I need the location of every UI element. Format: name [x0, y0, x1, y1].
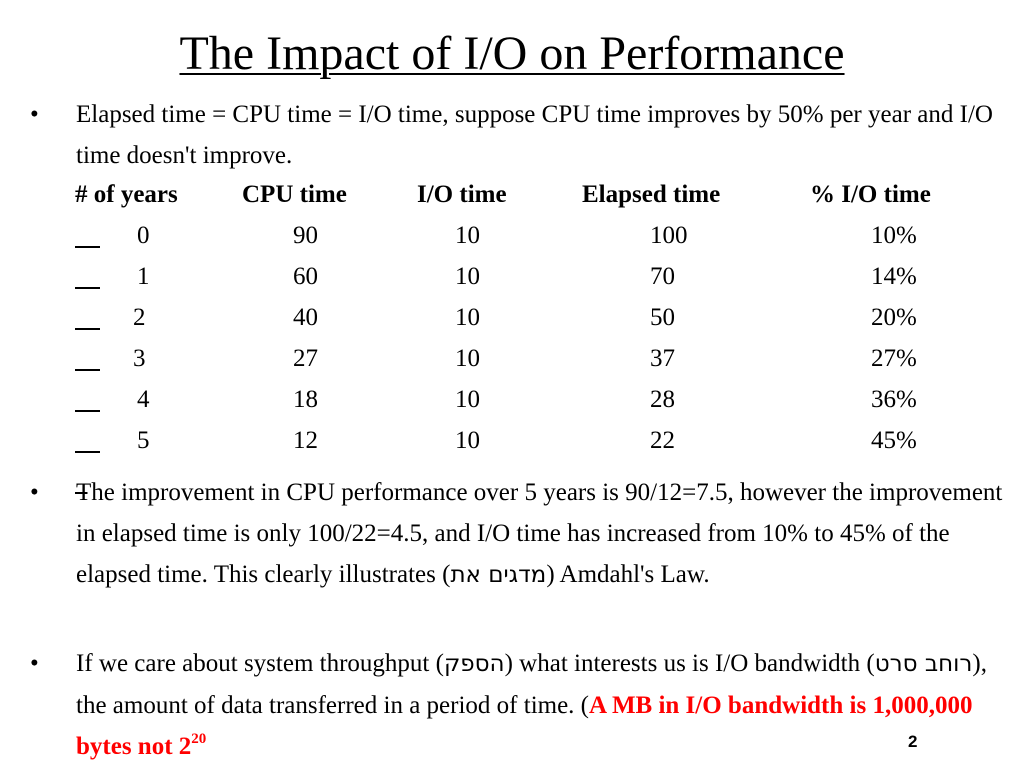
cell-pct-io-time: 27% [871, 345, 917, 372]
cell-years: 2 [133, 304, 146, 331]
cell-cpu-time: 90 [293, 222, 318, 249]
bullet-elapsed-time: • Elapsed time = CPU time = I/O time, su… [30, 94, 1010, 176]
bullet-dot-icon: • [30, 650, 39, 677]
bullet-text: Elapsed time = CPU time = I/O time, supp… [76, 101, 993, 169]
emphasis-main: A MB in I/O bandwidth is 1,000,000 bytes… [76, 692, 973, 760]
cell-pct-io-time: 10% [871, 222, 917, 249]
cell-pct-io-time: 14% [871, 263, 917, 290]
table-row: 4 18 10 28 36% [0, 379, 1024, 420]
table-row: 2 40 10 50 20% [0, 297, 1024, 338]
cell-elapsed-time: 28 [650, 386, 675, 413]
bullet-text-part: ) Amdahl's Law. [546, 561, 710, 588]
header-cpu-time: CPU time [242, 181, 347, 208]
cell-io-time: 10 [455, 263, 480, 290]
cell-elapsed-time: 37 [650, 345, 675, 372]
cell-years: 0 [137, 222, 150, 249]
bullet-dot-icon: • [30, 101, 39, 128]
cell-years: 4 [137, 386, 150, 413]
bullet-text: If we care about system throughput (הספק… [76, 643, 1010, 767]
cell-years: 1 [137, 263, 150, 290]
cell-elapsed-time: 50 [650, 304, 675, 331]
cell-years: 3 [133, 345, 146, 372]
cell-cpu-time: 27 [293, 345, 318, 372]
bullet-text-part: If we care about system throughput ( [76, 650, 444, 677]
hebrew-term-throughput: הספק [443, 651, 505, 677]
bullet-throughput: • If we care about system throughput (הס… [30, 643, 1010, 767]
cell-cpu-time: 60 [293, 263, 318, 290]
cell-cpu-time: 40 [293, 304, 318, 331]
hebrew-term-bandwidth: רוחב סרט [874, 651, 973, 677]
emphasis-exponent: 20 [191, 730, 207, 747]
cell-pct-io-time: 45% [871, 427, 917, 454]
header-years: # of years [75, 181, 178, 208]
table-header: # of years CPU time I/O time Elapsed tim… [75, 174, 931, 215]
cell-elapsed-time: 22 [650, 427, 675, 454]
cell-io-time: 10 [455, 304, 480, 331]
cell-years: 5 [137, 427, 150, 454]
slide-title: The Impact of I/O on Performance [179, 27, 845, 80]
bullet-text-part: The improvement in CPU performance over … [76, 479, 1003, 588]
table-row: 3 27 10 37 27% [0, 338, 1024, 379]
header-io-time: I/O time [417, 181, 507, 208]
bullet-cpu-improvement: • The improvement in CPU performance ove… [30, 472, 1010, 596]
cell-io-time: 10 [455, 427, 480, 454]
table-row: 0 90 10 100 10% [0, 215, 1024, 256]
emphasis-text: A MB in I/O bandwidth is 1,000,000 bytes… [76, 692, 972, 760]
cell-elapsed-time: 70 [650, 263, 675, 290]
cell-cpu-time: 18 [293, 386, 318, 413]
hebrew-term-illustrates: מדגים את [450, 562, 547, 588]
cell-io-time: 10 [455, 386, 480, 413]
cell-pct-io-time: 36% [871, 386, 917, 413]
cell-io-time: 10 [455, 345, 480, 372]
bullet-text-part: ) what interests us is I/O bandwidth ( [504, 650, 875, 677]
cell-pct-io-time: 20% [871, 304, 917, 331]
table-row: 1 60 10 70 14% [0, 256, 1024, 297]
cell-io-time: 10 [455, 222, 480, 249]
slide-number: 2 [908, 732, 918, 751]
cell-cpu-time: 12 [293, 427, 318, 454]
cell-elapsed-time: 100 [650, 222, 688, 249]
header-pct-io-time: % I/O time [810, 181, 931, 208]
bullet-dot-icon: • [30, 479, 39, 506]
table-row: 5 12 10 22 45% [0, 420, 1024, 461]
header-elapsed-time: Elapsed time [582, 181, 721, 208]
bullet-text-part: ), the amount of data transferred in a p… [76, 650, 987, 719]
bullet-text: The improvement in CPU performance over … [76, 472, 1010, 596]
